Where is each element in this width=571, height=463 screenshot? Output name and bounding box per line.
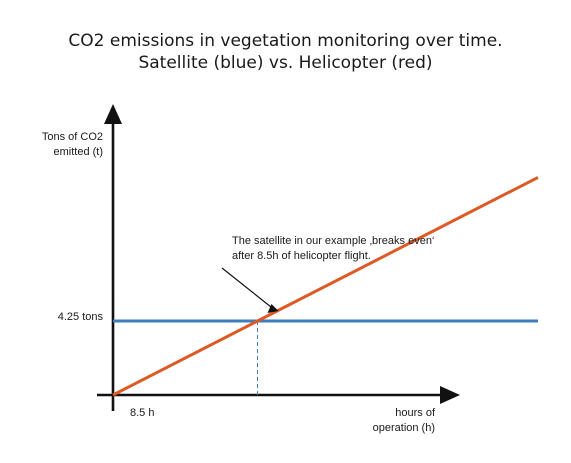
y-axis-label-line1: Tons of CO2: [41, 131, 103, 143]
chart-title-block: CO2 emissions in vegetation monitoring o…: [0, 30, 571, 74]
x-axis-label-line2: operation (h): [372, 422, 435, 434]
y-axis-label-line2: emitted (t): [53, 146, 103, 158]
breakeven-annotation-line1: The satellite in our example ‚breaks eve…: [232, 235, 435, 247]
y-axis-arrowhead: [104, 104, 122, 124]
x-axis-label: hours of operation (h): [373, 406, 435, 436]
chart-title: CO2 emissions in vegetation monitoring o…: [68, 31, 503, 51]
y-axis-label: Tons of CO2 emitted (t): [42, 130, 103, 160]
x-axis-arrowhead: [440, 386, 460, 404]
series-helicopter-line: [112, 176, 539, 397]
annotation-arrow-line: [221, 267, 274, 310]
breakeven-annotation-line2: after 8.5h of helicopter flight.: [232, 250, 371, 262]
breakeven-y-tick-label: 4.25 tons: [57, 311, 103, 323]
annotation-arrowhead: [267, 304, 279, 313]
breakeven-annotation: The satellite in our example ‚breaks eve…: [232, 234, 434, 264]
breakeven-x-tick-label: 8.5 h: [130, 407, 155, 419]
x-axis-label-line1: hours of: [395, 407, 435, 419]
chart-subtitle: Satellite (blue) vs. Helicopter (red): [138, 53, 433, 73]
